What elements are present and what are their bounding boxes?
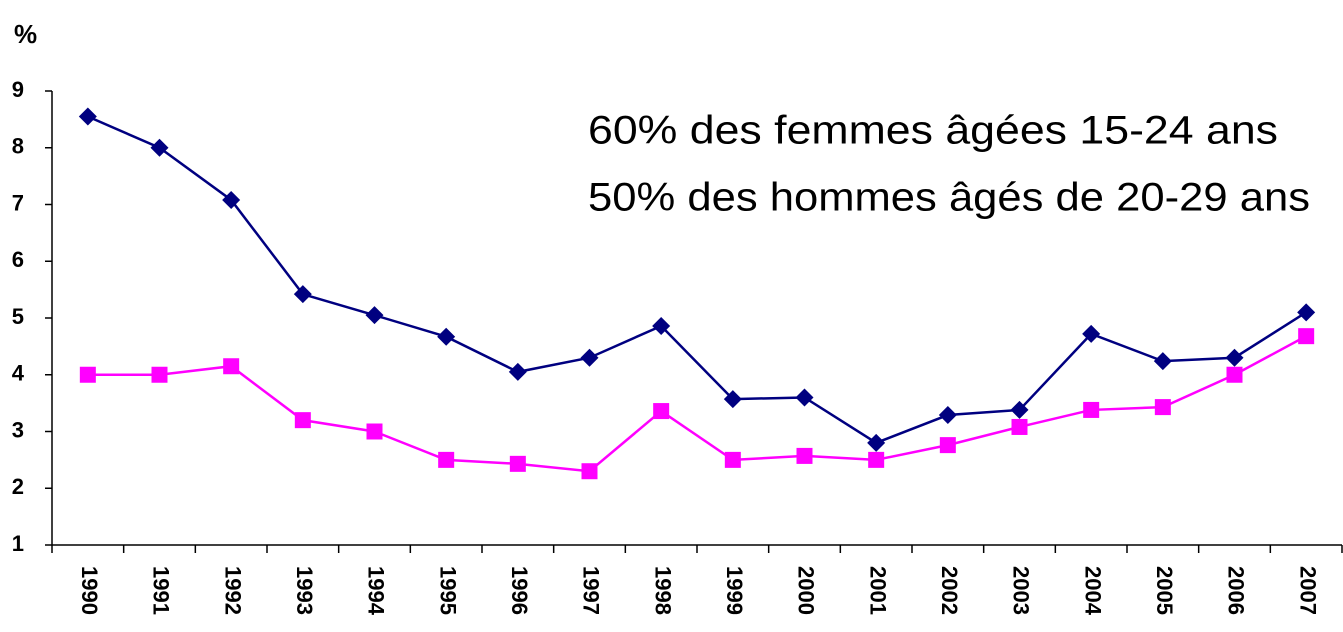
x-tick-label: 1998 [650, 566, 675, 615]
marker [222, 190, 241, 209]
marker [1225, 348, 1244, 367]
marker [78, 107, 97, 126]
marker [581, 463, 598, 480]
marker [151, 366, 168, 383]
x-tick-label: 1992 [220, 566, 245, 615]
annotation: 60% des femmes âgées 15-24 ans [588, 109, 1278, 153]
y-tick-label: 3 [12, 417, 24, 442]
y-tick-label: 6 [12, 247, 24, 272]
marker [938, 406, 957, 425]
marker [796, 447, 813, 464]
y-tick-label: 8 [12, 134, 24, 159]
y-tick-label: 2 [12, 474, 24, 499]
marker [653, 403, 670, 420]
marker [150, 138, 169, 157]
marker [1010, 400, 1029, 419]
x-tick-label: 1995 [435, 566, 460, 615]
marker [1083, 401, 1100, 418]
marker [652, 316, 671, 335]
x-tick-label: 2006 [1224, 566, 1249, 615]
y-axis-label: % [14, 19, 37, 49]
x-tick-label: 2000 [794, 566, 819, 615]
x-tick-label: 2001 [865, 566, 890, 615]
y-tick-label: 4 [12, 361, 25, 386]
marker [365, 306, 384, 325]
marker [1226, 366, 1243, 383]
x-tick-label: 1990 [77, 566, 102, 615]
y-tick-label: 7 [12, 190, 24, 215]
marker [867, 433, 886, 452]
y-tick-label: 9 [12, 77, 24, 102]
marker [223, 358, 240, 375]
marker [868, 451, 885, 468]
marker [1154, 399, 1171, 416]
y-tick-label: 5 [12, 304, 24, 329]
marker [294, 412, 311, 429]
marker [939, 437, 956, 454]
x-tick-label: 1993 [292, 566, 317, 615]
marker [580, 348, 599, 367]
marker [508, 362, 527, 381]
annotation: 50% des hommes âgés de 20-29 ans [588, 176, 1310, 220]
marker [437, 327, 456, 346]
x-tick-label: 1991 [149, 566, 174, 615]
x-tick-label: 1997 [579, 566, 604, 615]
marker [1082, 324, 1101, 343]
marker [366, 423, 383, 440]
series-line [87, 335, 1307, 473]
x-tick-label: 1994 [364, 566, 389, 616]
x-tick-label: 2004 [1080, 566, 1105, 616]
marker [293, 285, 312, 304]
marker [79, 366, 96, 383]
x-tick-label: 2003 [1009, 566, 1034, 615]
marker [724, 451, 741, 468]
x-tick-label: 1999 [722, 566, 747, 615]
x-tick-label: 2005 [1152, 566, 1177, 615]
marker [509, 455, 526, 472]
y-tick-label: 1 [12, 531, 24, 556]
marker [1011, 418, 1028, 435]
x-tick-label: 1996 [507, 566, 532, 615]
x-tick-label: 2007 [1295, 566, 1320, 615]
marker [1298, 328, 1315, 345]
marker [1153, 352, 1172, 371]
marker [795, 388, 814, 407]
marker [438, 451, 455, 468]
marker [1297, 303, 1316, 322]
marker [723, 390, 742, 409]
x-tick-label: 2002 [937, 566, 962, 615]
series-line [87, 115, 1307, 445]
